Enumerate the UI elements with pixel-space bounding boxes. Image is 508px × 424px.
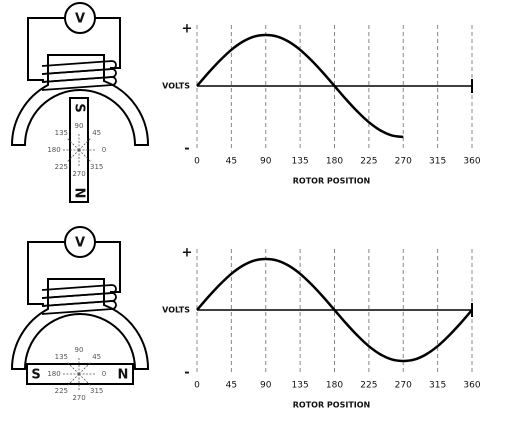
angle-label: 0 <box>102 370 106 378</box>
meter <box>64 2 96 34</box>
y-tick-label: - <box>184 142 189 157</box>
y-tick-label: - <box>184 366 189 381</box>
coil <box>41 76 117 91</box>
rose-line <box>78 137 92 151</box>
core <box>10 54 150 146</box>
angle-label: 45 <box>92 353 101 361</box>
angle-label: 225 <box>55 387 68 395</box>
angle-label: 225 <box>55 163 68 171</box>
y-tick-label: VOLTS <box>162 306 190 315</box>
x-tick-label: 360 <box>463 381 480 391</box>
y-tick-label: + <box>182 246 193 261</box>
x-tick-label: 90 <box>260 157 272 167</box>
voltage-curve <box>196 257 473 363</box>
angle-label: 0 <box>102 146 106 154</box>
angle-label: 135 <box>55 129 68 137</box>
rose-line <box>66 361 80 375</box>
x-tick-label: 45 <box>226 381 237 391</box>
x-axis-title: ROTOR POSITION <box>293 401 371 410</box>
angle-label: 315 <box>90 163 103 171</box>
x-tick-label: 270 <box>395 157 412 167</box>
x-tick-label: 45 <box>226 157 237 167</box>
pole-label: S <box>31 368 40 383</box>
y-tick-label: + <box>182 22 193 37</box>
voltage-curve <box>196 33 404 139</box>
angle-label: 270 <box>72 170 85 178</box>
angle-label: 90 <box>75 122 84 130</box>
angle-label: 45 <box>92 129 101 137</box>
pole-label: S <box>72 103 87 112</box>
core <box>10 278 150 370</box>
x-tick-label: 0 <box>194 157 200 167</box>
x-tick-label: 180 <box>326 381 343 391</box>
meter-label: V <box>75 12 85 27</box>
x-tick-label: 270 <box>395 381 412 391</box>
rose-line <box>66 137 80 151</box>
x-tick-label: 315 <box>429 381 446 391</box>
y-tick-label: VOLTS <box>162 82 190 91</box>
x-tick-label: 90 <box>260 381 272 391</box>
x-tick-label: 225 <box>360 381 377 391</box>
x-tick-label: 360 <box>463 157 480 167</box>
rose-line <box>78 149 92 163</box>
x-tick-label: 135 <box>292 157 309 167</box>
pole-label: N <box>72 188 87 199</box>
rose-line <box>66 149 80 163</box>
angle-label: 180 <box>47 146 60 154</box>
meter <box>64 226 96 258</box>
x-tick-label: 0 <box>194 381 200 391</box>
angle-label: 270 <box>72 394 85 402</box>
x-tick-label: 225 <box>360 157 377 167</box>
rose-line <box>78 361 92 375</box>
x-tick-label: 180 <box>326 157 343 167</box>
x-tick-label: 315 <box>429 157 446 167</box>
angle-label: 90 <box>75 346 84 354</box>
angle-label: 135 <box>55 353 68 361</box>
angle-label: 315 <box>90 387 103 395</box>
generator: V S N 90 45 0 315 270 225 180 135 <box>10 226 150 402</box>
x-tick-label: 135 <box>292 381 309 391</box>
generator: V S N 90 45 0 315 270 225 180 135 <box>10 2 150 203</box>
coil <box>41 300 117 315</box>
pole-label: N <box>118 368 129 383</box>
angle-label: 180 <box>47 370 60 378</box>
rose-line <box>66 373 80 387</box>
rose-line <box>78 373 92 387</box>
x-axis-title: ROTOR POSITION <box>293 177 371 186</box>
meter-label: V <box>75 236 85 251</box>
